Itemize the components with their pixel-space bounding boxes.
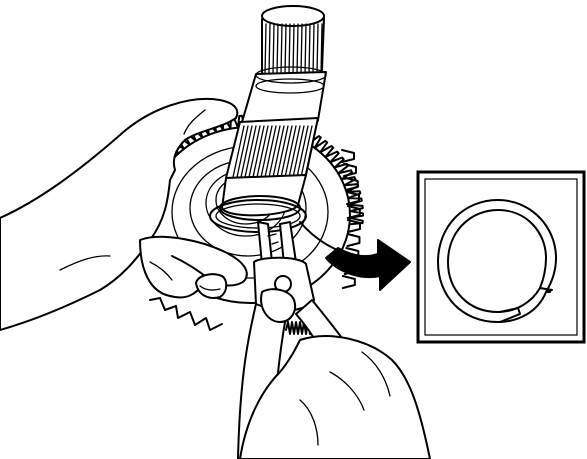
hand-right-icon xyxy=(239,288,431,459)
spline-line xyxy=(280,23,283,75)
spring-coil xyxy=(285,321,311,335)
spline-line xyxy=(259,125,273,183)
spline-line xyxy=(292,23,295,75)
spline-line xyxy=(251,125,265,183)
spline-line xyxy=(276,23,279,75)
hand-left-icon xyxy=(0,98,248,331)
spline-line xyxy=(303,125,317,183)
spline-line xyxy=(263,125,277,183)
spline-line xyxy=(295,125,309,183)
spline-line xyxy=(299,125,313,183)
spline-line xyxy=(279,125,293,183)
spline-line xyxy=(231,125,245,183)
spline-line xyxy=(283,125,297,183)
spline-line xyxy=(316,23,319,75)
pliers-spring xyxy=(285,321,311,335)
spline-line xyxy=(272,23,275,75)
splined-shaft-icon xyxy=(209,5,327,233)
spline-line xyxy=(239,125,253,183)
spline-line xyxy=(284,23,287,75)
spline-line xyxy=(287,125,301,183)
spline-line xyxy=(264,23,267,75)
top-splines xyxy=(264,23,323,75)
mid-splines xyxy=(231,125,317,183)
spline-line xyxy=(247,125,261,183)
spline-line xyxy=(312,23,315,75)
spline-line xyxy=(275,125,289,183)
spline-line xyxy=(235,125,249,183)
spline-line xyxy=(267,125,281,183)
spline-line xyxy=(271,125,285,183)
snap-ring-detail-icon xyxy=(416,170,586,344)
spline-line xyxy=(308,23,311,75)
spline-line xyxy=(255,125,269,183)
spline-line xyxy=(320,23,323,75)
spline-line xyxy=(304,23,307,75)
spline-line xyxy=(288,23,291,75)
callout-arrow-icon xyxy=(299,221,411,291)
spline-line xyxy=(296,23,299,75)
spline-line xyxy=(300,23,303,75)
spline-line xyxy=(268,23,271,75)
spline-line xyxy=(291,125,305,183)
spline-line xyxy=(243,125,257,183)
